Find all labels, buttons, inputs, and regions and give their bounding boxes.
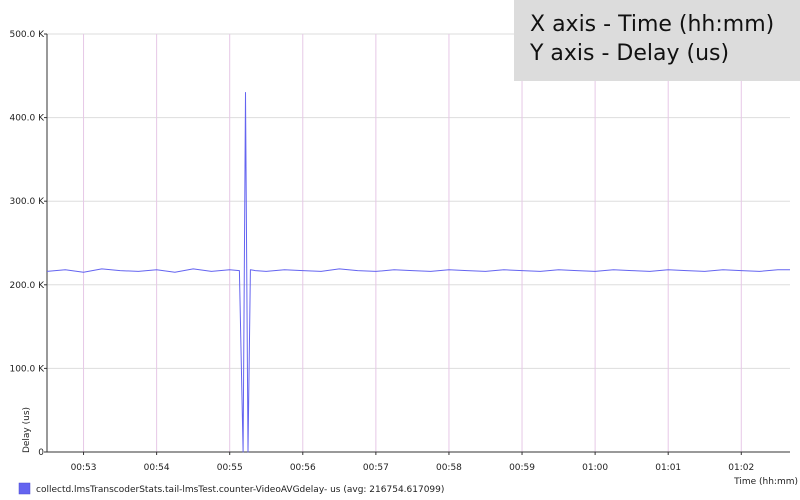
y-tick-label: 400.0 K [9, 114, 45, 124]
y-tick-labels: 0 100.0 K 200.0 K 300.0 K 400.0 K 500.0 K [9, 30, 47, 458]
axis-info-box: X axis - Time (hh:mm) Y axis - Delay (us… [514, 0, 800, 81]
x-tick-label: 00:56 [290, 463, 316, 473]
x-tick-labels: 00:53 00:54 00:55 00:56 00:57 00:58 00:59 01:00… [71, 452, 754, 473]
series-line [46, 92, 790, 453]
y-tick-label: 300.0 K [9, 197, 45, 207]
x-tick-label: 00:54 [144, 463, 170, 473]
x-axis-info: X axis - Time (hh:mm) [530, 12, 775, 37]
x-tick-label: 01:00 [582, 463, 608, 473]
y-axis-title: Delay (us) [22, 407, 32, 453]
y-tick-label: 0 [38, 448, 44, 458]
x-tick-label: 01:01 [655, 463, 681, 473]
x-tick-label: 00:53 [71, 463, 97, 473]
x-tick-label: 00:58 [436, 463, 462, 473]
x-tick-label: 01:02 [728, 463, 754, 473]
x-tick-label: 00:59 [509, 463, 535, 473]
y-tick-label: 100.0 K [9, 364, 45, 374]
x-tick-label: 00:55 [217, 463, 243, 473]
y-tick-label: 200.0 K [9, 281, 45, 291]
series-lines [46, 92, 790, 453]
y-tick-label: 500.0 K [9, 30, 45, 40]
axes [46, 34, 790, 453]
legend-swatch [18, 482, 31, 495]
x-tick-label: 00:57 [363, 463, 389, 473]
legend: collectd.lmsTranscoderStats.tail-lmsTest… [18, 482, 444, 495]
grid-lines [47, 33, 790, 452]
x-axis-title: Time (hh:mm) [733, 477, 798, 487]
legend-label: collectd.lmsTranscoderStats.tail-lmsTest… [36, 485, 444, 495]
y-axis-info: Y axis - Delay (us) [530, 41, 730, 66]
